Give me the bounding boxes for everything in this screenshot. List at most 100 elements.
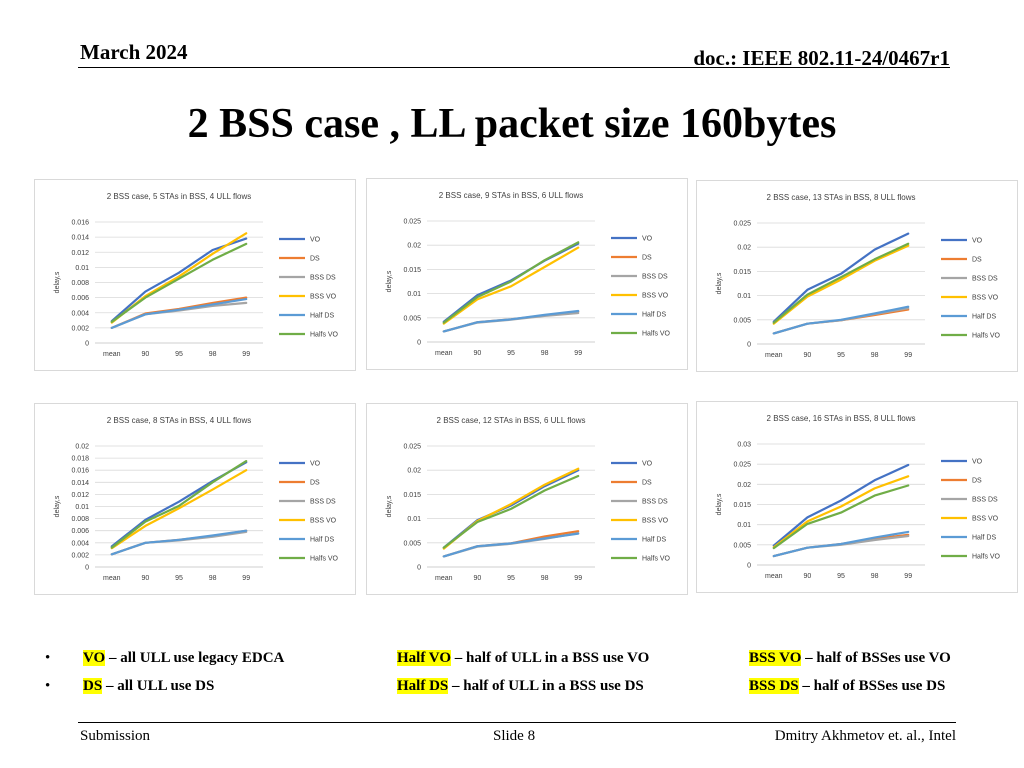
chart-title: 2 BSS case, 5 STAs in BSS, 4 ULL flows xyxy=(107,192,252,201)
y-tick-label: 0.004 xyxy=(71,540,89,547)
x-tick-label: 98 xyxy=(541,575,549,582)
y-tick-label: 0.016 xyxy=(71,220,89,227)
desc-ds: – all ULL use DS xyxy=(102,678,215,694)
y-tick-label: 0 xyxy=(85,565,89,572)
legend-label: BSS DS xyxy=(642,499,668,506)
y-axis-label: delay,s xyxy=(54,271,61,293)
series-line-bss-vo xyxy=(772,244,910,325)
y-tick-label: 0 xyxy=(85,341,89,348)
legend-label: BSS VO xyxy=(642,293,669,300)
y-tick-label: 0 xyxy=(747,342,751,349)
legend-label: BSS DS xyxy=(642,274,668,281)
x-tick-label: 90 xyxy=(804,573,812,580)
x-tick-label: mean xyxy=(765,573,783,580)
x-tick-label: 98 xyxy=(871,352,879,359)
chart-title: 2 BSS case, 12 STAs in BSS, 6 ULL flows xyxy=(437,416,586,425)
y-tick-label: 0.012 xyxy=(71,492,89,499)
legend-label: Half DS xyxy=(642,537,666,544)
x-tick-label: 99 xyxy=(242,575,250,582)
legend-label: DS xyxy=(310,256,320,263)
legend-label: BSS DS xyxy=(310,275,336,282)
legend-label: BSS VO xyxy=(642,518,669,525)
y-tick-label: 0.008 xyxy=(71,280,89,287)
chart-4: 2 BSS case, 8 STAs in BSS, 4 ULL flows 0 0… xyxy=(34,403,356,595)
slide-title: 2 BSS case , LL packet size 160bytes xyxy=(187,101,837,147)
chart-title: 2 BSS case, 13 STAs in BSS, 8 ULL flows xyxy=(767,193,916,202)
series-line-bss-vo xyxy=(110,469,248,550)
y-tick-label: 0.005 xyxy=(403,315,421,322)
x-tick-label: 98 xyxy=(871,573,879,580)
series-line-half-ds xyxy=(442,532,580,558)
x-tick-label: 99 xyxy=(904,573,912,580)
x-tick-label: 98 xyxy=(541,350,549,357)
note-half-ds: Half DS – half of ULL in a BSS use DS xyxy=(397,678,644,695)
legend-label: Halfs VO xyxy=(310,332,339,339)
legend-label: Half DS xyxy=(310,537,334,544)
legend-label: BSS DS xyxy=(310,499,336,506)
y-tick-label: 0.02 xyxy=(407,243,421,250)
x-tick-label: 98 xyxy=(209,575,217,582)
x-tick-label: 90 xyxy=(142,351,150,358)
footer-slide-number: Slide 8 xyxy=(493,728,536,744)
desc-vo: – all ULL use legacy EDCA xyxy=(105,650,285,666)
series-line-half-ds xyxy=(772,530,910,558)
y-tick-label: 0.025 xyxy=(733,221,751,228)
x-tick-label: 95 xyxy=(837,573,845,580)
x-tick-label: 90 xyxy=(474,575,482,582)
note-vo: • VO – all ULL use legacy EDCA xyxy=(45,650,285,667)
y-tick-label: 0.01 xyxy=(75,504,89,511)
y-tick-label: 0.025 xyxy=(403,219,421,226)
y-tick-label: 0.015 xyxy=(403,492,421,499)
legend-label: DS xyxy=(972,257,982,264)
chart-title: 2 BSS case, 9 STAs in BSS, 6 ULL flows xyxy=(439,191,584,200)
legend-label: Halfs VO xyxy=(310,556,339,563)
x-tick-label: 99 xyxy=(242,351,250,358)
series-line-half-ds xyxy=(772,305,910,335)
y-tick-label: 0.015 xyxy=(403,267,421,274)
desc-bss-ds: – half of BSSes use DS xyxy=(798,678,946,694)
desc-half-ds: – half of ULL in a BSS use DS xyxy=(448,678,644,694)
y-tick-label: 0 xyxy=(417,340,421,347)
desc-bss-vo: – half of BSSes use VO xyxy=(801,650,951,666)
term-bss-vo: BSS VO xyxy=(749,650,802,666)
y-tick-label: 0.006 xyxy=(71,295,89,302)
y-tick-label: 0.018 xyxy=(71,456,89,463)
y-tick-label: 0.025 xyxy=(403,444,421,451)
chart-title: 2 BSS case, 8 STAs in BSS, 4 ULL flows xyxy=(107,416,252,425)
series-line-half-ds xyxy=(110,297,248,329)
legend-label: DS xyxy=(972,478,982,485)
y-tick-label: 0.015 xyxy=(733,269,751,276)
term-half-ds: Half DS xyxy=(397,678,449,694)
x-tick-label: 99 xyxy=(904,352,912,359)
chart-svg: 2 BSS case, 5 STAs in BSS, 4 ULL flows 0 0… xyxy=(54,192,339,358)
chart-svg: 2 BSS case, 13 STAs in BSS, 8 ULL flows 0… xyxy=(716,193,1001,359)
bullet: • xyxy=(45,678,51,694)
legend-label: VO xyxy=(310,237,321,244)
term-half-vo: Half VO xyxy=(397,650,452,666)
y-tick-label: 0.01 xyxy=(407,291,421,298)
legend-label: VO xyxy=(972,238,983,245)
y-tick-label: 0.01 xyxy=(75,265,89,272)
chart-svg: 2 BSS case, 8 STAs in BSS, 4 ULL flows 0 0… xyxy=(54,416,339,582)
legend-label: BSS VO xyxy=(310,294,337,301)
x-tick-label: 95 xyxy=(175,351,183,358)
y-tick-label: 0.02 xyxy=(75,444,89,451)
series-line-bss-vo xyxy=(772,475,910,549)
x-tick-label: mean xyxy=(435,350,453,357)
legend-label: VO xyxy=(310,461,321,468)
legend-label: BSS VO xyxy=(310,518,337,525)
chart-title: 2 BSS case, 16 STAs in BSS, 8 ULL flows xyxy=(767,414,916,423)
legend-label: BSS VO xyxy=(972,516,999,523)
chart-3: 2 BSS case, 13 STAs in BSS, 8 ULL flows 0… xyxy=(696,180,1018,372)
chart-5: 2 BSS case, 12 STAs in BSS, 6 ULL flows 0… xyxy=(366,403,688,595)
y-tick-label: 0.004 xyxy=(71,310,89,317)
term-ds: DS xyxy=(83,678,103,694)
y-axis-label: delay,s xyxy=(54,495,61,517)
legend-label: Half DS xyxy=(972,535,996,542)
legend-label: VO xyxy=(642,461,653,468)
chart-6: 2 BSS case, 16 STAs in BSS, 8 ULL flows 0… xyxy=(696,401,1018,593)
y-tick-label: 0.016 xyxy=(71,468,89,475)
series-line-ds xyxy=(772,308,910,335)
series-line-bss-vo xyxy=(442,246,580,325)
y-tick-label: 0.002 xyxy=(71,552,89,559)
